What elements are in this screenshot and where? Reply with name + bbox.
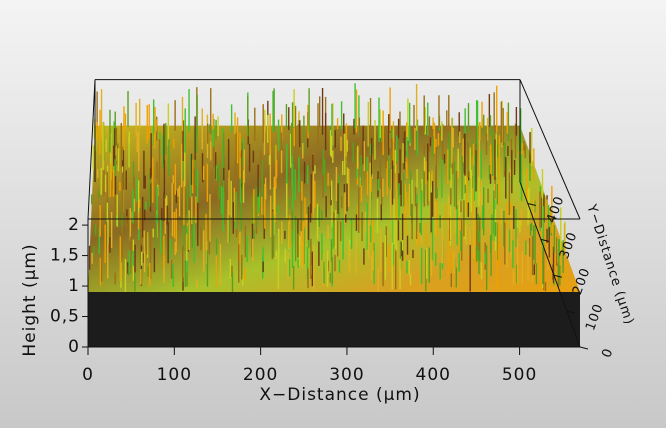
y-tick	[566, 310, 576, 314]
axis-box	[519, 181, 581, 348]
z-axis-label: Height (µm)	[20, 243, 40, 356]
x-axis-label: X−Distance (µm)	[259, 385, 420, 405]
surface-front	[88, 291, 580, 347]
z-tick-label: 1	[68, 276, 80, 296]
axis-box	[519, 79, 581, 220]
x-tick-label: 300	[329, 365, 364, 385]
y-tick	[540, 238, 549, 242]
z-tick-label: 0,5	[50, 307, 80, 327]
z-tick-label: 2	[68, 215, 80, 235]
y-tick	[579, 346, 589, 350]
x-tick-label: 200	[243, 365, 278, 385]
y-tick	[527, 203, 536, 207]
x-tick-label: 100	[157, 365, 192, 385]
x-tick-label: 0	[82, 365, 94, 385]
axis-box	[87, 79, 96, 220]
z-tick-label: 1,5	[50, 246, 80, 266]
x-tick-label: 500	[502, 365, 537, 385]
z-tick-label: 0	[68, 337, 80, 357]
y-tick	[553, 274, 563, 278]
surface-top	[88, 125, 580, 292]
x-tick-label: 400	[416, 365, 451, 385]
